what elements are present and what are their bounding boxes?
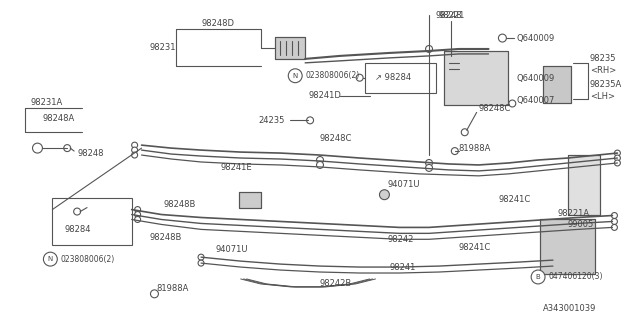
- Text: 98241E: 98241E: [221, 164, 253, 172]
- Bar: [239, 192, 260, 208]
- Circle shape: [499, 34, 506, 42]
- Circle shape: [356, 74, 363, 81]
- Text: 98242: 98242: [387, 235, 414, 244]
- Bar: [444, 51, 508, 106]
- Bar: [568, 155, 600, 214]
- Bar: [540, 220, 595, 274]
- Circle shape: [550, 257, 556, 263]
- Text: 99005: 99005: [568, 220, 594, 229]
- Bar: [239, 192, 260, 208]
- Text: Q640009: Q640009: [516, 34, 554, 43]
- Bar: [540, 220, 595, 274]
- Bar: [543, 66, 571, 103]
- Text: 98248: 98248: [77, 148, 104, 157]
- Text: 023808006(2): 023808006(2): [60, 255, 115, 264]
- Circle shape: [611, 212, 618, 219]
- Bar: [444, 51, 508, 106]
- Text: 98248D: 98248D: [201, 19, 234, 28]
- Circle shape: [74, 208, 81, 215]
- Circle shape: [288, 69, 302, 83]
- Circle shape: [614, 150, 620, 156]
- Text: 81988A: 81988A: [156, 284, 189, 293]
- Text: 94071U: 94071U: [216, 245, 248, 254]
- Text: <RH>: <RH>: [589, 66, 616, 75]
- Text: A343001039: A343001039: [543, 304, 596, 313]
- Text: 98235: 98235: [589, 54, 616, 63]
- Circle shape: [380, 190, 389, 200]
- Bar: [52, 198, 132, 245]
- Text: Q640009: Q640009: [516, 74, 554, 83]
- Circle shape: [134, 212, 141, 218]
- Circle shape: [132, 147, 138, 153]
- Text: B: B: [536, 274, 540, 280]
- Circle shape: [317, 162, 323, 168]
- Circle shape: [132, 152, 138, 158]
- Circle shape: [134, 217, 141, 222]
- Text: Q640007: Q640007: [516, 96, 555, 105]
- Text: 98221A: 98221A: [558, 209, 590, 218]
- Bar: [365, 63, 436, 92]
- Circle shape: [307, 117, 314, 124]
- Circle shape: [611, 224, 618, 230]
- Circle shape: [611, 219, 618, 224]
- Text: 98248B: 98248B: [150, 233, 182, 242]
- Circle shape: [509, 100, 516, 107]
- Text: 023808006(2): 023808006(2): [305, 71, 360, 80]
- Bar: [275, 37, 305, 59]
- Text: 98241D: 98241D: [308, 91, 341, 100]
- Text: 94071U: 94071U: [387, 180, 420, 189]
- Circle shape: [614, 160, 620, 166]
- Text: 98221: 98221: [439, 11, 465, 20]
- Circle shape: [33, 143, 42, 153]
- Text: N: N: [292, 73, 298, 79]
- Circle shape: [614, 155, 620, 161]
- Circle shape: [132, 142, 138, 148]
- Circle shape: [317, 156, 323, 164]
- Text: ↗ 98284: ↗ 98284: [374, 73, 411, 82]
- Circle shape: [64, 145, 70, 152]
- Text: 24235: 24235: [259, 116, 285, 125]
- Text: 98241C: 98241C: [459, 243, 491, 252]
- Text: 98235A: 98235A: [589, 80, 622, 89]
- Circle shape: [44, 252, 58, 266]
- Text: 98242B: 98242B: [320, 279, 352, 288]
- Text: 98231A: 98231A: [31, 98, 63, 107]
- Text: 98231: 98231: [150, 44, 176, 52]
- Text: 98241: 98241: [389, 263, 416, 272]
- Text: 047406120(3): 047406120(3): [548, 272, 602, 282]
- Circle shape: [134, 207, 141, 212]
- Text: 98248C: 98248C: [320, 134, 353, 143]
- Text: 98248A: 98248A: [42, 114, 75, 123]
- Circle shape: [198, 260, 204, 266]
- Circle shape: [426, 159, 433, 166]
- Text: 98248: 98248: [436, 11, 463, 20]
- Circle shape: [426, 45, 433, 52]
- Bar: [543, 66, 571, 103]
- Circle shape: [550, 263, 556, 269]
- Text: 81988A: 81988A: [459, 144, 491, 153]
- Text: N: N: [48, 256, 53, 262]
- Text: 98284: 98284: [64, 225, 91, 234]
- Text: 98248C: 98248C: [479, 104, 511, 113]
- Text: 98241C: 98241C: [499, 195, 531, 204]
- Bar: [275, 37, 305, 59]
- Circle shape: [198, 254, 204, 260]
- Circle shape: [461, 129, 468, 136]
- Circle shape: [150, 290, 159, 298]
- Circle shape: [451, 148, 458, 155]
- Text: 98248B: 98248B: [163, 200, 196, 209]
- Circle shape: [531, 270, 545, 284]
- Circle shape: [426, 164, 433, 172]
- Text: <LH>: <LH>: [589, 92, 614, 101]
- Bar: [568, 155, 600, 214]
